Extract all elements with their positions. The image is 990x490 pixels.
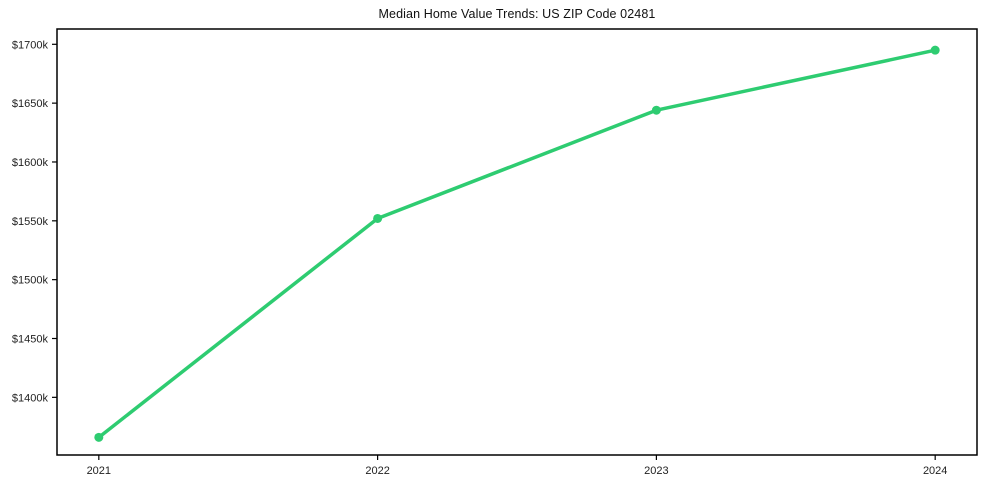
x-tick-label: 2022 bbox=[365, 465, 389, 477]
data-point-marker bbox=[94, 432, 104, 442]
x-tick-label: 2024 bbox=[923, 465, 947, 477]
trend-line bbox=[97, 48, 937, 440]
y-tick-label: $1700k bbox=[12, 39, 49, 51]
data-point-marker bbox=[930, 45, 940, 55]
x-tick-label: 2021 bbox=[87, 465, 111, 477]
plot-border bbox=[56, 28, 978, 456]
y-tick-label: $1500k bbox=[12, 275, 49, 287]
y-tick-label: $1650k bbox=[12, 98, 49, 110]
chart-title: Median Home Value Trends: US ZIP Code 02… bbox=[378, 7, 656, 21]
y-tick-label: $1600k bbox=[12, 157, 49, 169]
y-tick-label: $1450k bbox=[12, 333, 49, 345]
data-point-marker bbox=[373, 213, 383, 223]
x-tick-label: 2023 bbox=[644, 465, 668, 477]
y-tick-label: $1550k bbox=[12, 216, 49, 228]
data-point-marker bbox=[651, 105, 661, 115]
y-tick-label: $1400k bbox=[12, 392, 49, 404]
